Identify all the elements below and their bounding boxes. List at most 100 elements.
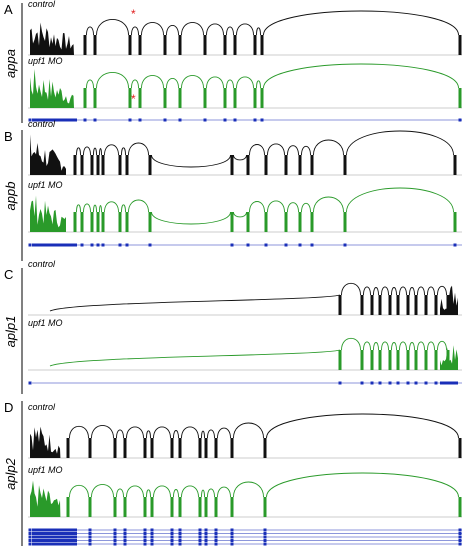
- gene-name: appb: [3, 182, 18, 211]
- gene-exon: [178, 532, 182, 535]
- exon-coverage: [370, 350, 374, 370]
- exon-coverage: [150, 497, 154, 517]
- exon-coverage: [170, 497, 174, 517]
- junction-arc: [226, 79, 234, 89]
- exon-coverage: [138, 35, 142, 55]
- gene-exon: [170, 528, 174, 532]
- exon-coverage: [101, 155, 105, 175]
- gene-exon: [178, 542, 182, 546]
- junction-arc: [116, 488, 124, 498]
- exon-coverage: [388, 295, 392, 315]
- gene-exon: [32, 542, 77, 546]
- exon-coverage: [378, 295, 382, 315]
- junction-arc: [363, 286, 371, 296]
- gene-exon: [446, 381, 450, 385]
- gene-exon: [32, 243, 77, 247]
- junction-arc: [99, 147, 102, 156]
- gene-exon: [424, 381, 428, 385]
- exon-coverage: [230, 497, 234, 517]
- gene-exon: [118, 243, 122, 247]
- junction-arc: [86, 26, 94, 36]
- gene-exon: [233, 118, 237, 122]
- gene-exon: [32, 118, 77, 122]
- gene-exon: [263, 542, 267, 546]
- gene-exon: [230, 539, 234, 542]
- exon-coverage: [198, 438, 202, 458]
- junction-arc: [437, 285, 447, 296]
- junction-arc: [49, 294, 341, 312]
- junction-arc: [116, 429, 124, 439]
- asterisk: *: [131, 92, 136, 106]
- junction-arc: [267, 143, 285, 156]
- gene-exon: [204, 539, 208, 542]
- exon-coverage: [123, 438, 127, 458]
- gene-exon: [148, 243, 152, 247]
- exon-coverage: [178, 88, 182, 108]
- gene-exon: [230, 532, 234, 535]
- exon-coverage: [80, 155, 84, 175]
- exon-coverage: [260, 35, 264, 55]
- junction-arc: [166, 77, 179, 89]
- exon-coverage: [458, 497, 462, 517]
- exon-coverage: [446, 350, 450, 370]
- exon-coverage: [396, 350, 400, 370]
- exon-coverage: [101, 212, 105, 232]
- gene-exon: [143, 528, 147, 532]
- gene-exon: [263, 532, 267, 535]
- exon-coverage: [113, 497, 117, 517]
- gene-exon: [310, 243, 314, 247]
- exon-coverage: [284, 155, 288, 175]
- coverage: [440, 345, 458, 370]
- junction-arc: [233, 481, 264, 498]
- junction-arc: [146, 489, 151, 498]
- exon-coverage: [253, 88, 257, 108]
- exon-coverage: [198, 497, 202, 517]
- junction-arc: [437, 340, 447, 351]
- junction-arc: [93, 204, 97, 213]
- exon-coverage: [230, 155, 234, 175]
- exon-coverage: [310, 155, 314, 175]
- gene-exon: [264, 243, 268, 247]
- junction-arc: [86, 79, 94, 89]
- junction-arc: [181, 21, 204, 36]
- exon-coverage: [163, 35, 167, 55]
- gene-exon: [414, 381, 418, 385]
- junction-arc: [236, 23, 254, 36]
- junction-arc: [201, 430, 205, 439]
- gene-exon: [28, 381, 32, 385]
- condition-label: control: [28, 259, 56, 269]
- gene-exon: [458, 528, 462, 532]
- gene-exon: [66, 539, 70, 542]
- gene-exon: [90, 243, 94, 247]
- junction-arc: [96, 72, 129, 89]
- exon-coverage: [370, 295, 374, 315]
- junction-arc: [409, 342, 415, 351]
- gene-exon: [101, 243, 105, 247]
- junction-arc: [91, 424, 114, 439]
- gene-exon: [178, 528, 182, 532]
- gene-exon: [28, 539, 32, 542]
- junction-arc: [121, 147, 126, 156]
- exon-coverage: [138, 88, 142, 108]
- junction-arc: [173, 489, 179, 498]
- exon-coverage: [125, 212, 129, 232]
- junction-arc: [76, 204, 81, 213]
- gene-exon: [32, 539, 77, 542]
- junction-arc: [131, 79, 139, 89]
- exon-coverage: [230, 438, 234, 458]
- junction-arc: [263, 63, 459, 89]
- exon-coverage: [453, 212, 457, 232]
- junction-arc: [233, 211, 247, 218]
- junction-arc: [256, 27, 261, 36]
- gene-exon: [263, 535, 267, 539]
- gene-exon: [203, 118, 207, 122]
- exon-coverage: [203, 35, 207, 55]
- junction-arc: [91, 483, 114, 498]
- junction-arc: [104, 144, 119, 156]
- gene-exon: [88, 528, 92, 532]
- gene-exon: [143, 535, 147, 539]
- exon-coverage: [88, 497, 92, 517]
- exon-coverage: [223, 88, 227, 108]
- gene-exon: [214, 539, 218, 542]
- exon-coverage: [96, 212, 100, 232]
